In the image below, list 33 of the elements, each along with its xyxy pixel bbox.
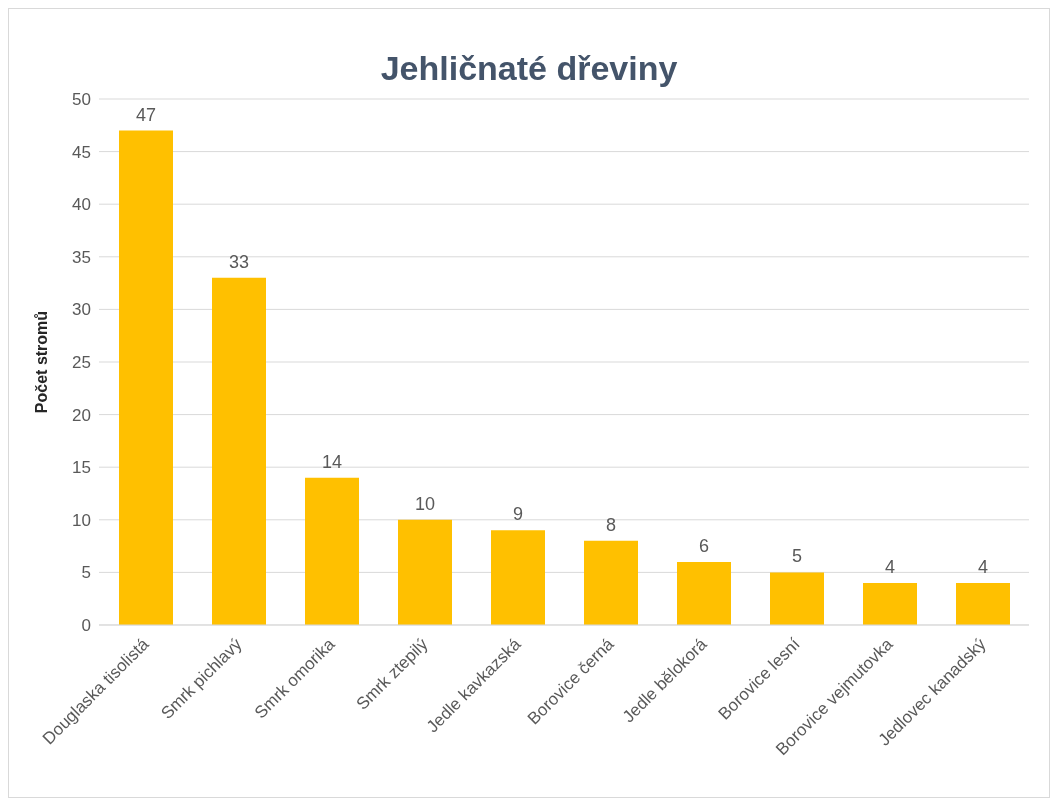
bar — [584, 540, 638, 625]
data-label: 33 — [228, 251, 250, 272]
bar — [863, 582, 917, 625]
y-tick-label: 40 — [72, 195, 91, 215]
y-tick-label: 15 — [72, 458, 91, 478]
data-label: 6 — [698, 535, 710, 556]
data-label: 4 — [884, 556, 896, 577]
bar — [770, 572, 824, 625]
bar — [212, 277, 266, 625]
y-tick-label: 0 — [81, 616, 91, 636]
y-tick-label: 10 — [72, 510, 91, 530]
y-tick-label: 25 — [72, 353, 91, 373]
bar — [398, 519, 452, 625]
data-label: 10 — [414, 493, 436, 514]
bar — [305, 477, 359, 625]
y-tick-label: 35 — [72, 247, 91, 267]
y-tick-label: 45 — [72, 142, 91, 162]
y-tick-label: 20 — [72, 405, 91, 425]
bar — [677, 561, 731, 625]
bar — [491, 530, 545, 625]
data-label: 9 — [512, 504, 524, 525]
y-tick-label: 50 — [72, 90, 91, 110]
chart-title: Jehličnaté dřeviny — [379, 49, 679, 88]
y-tick-label: 5 — [81, 563, 91, 583]
y-axis-title: Počet stromů — [32, 310, 50, 414]
bar — [956, 582, 1010, 625]
y-tick-label: 30 — [72, 300, 91, 320]
bar — [119, 130, 173, 625]
data-label: 14 — [321, 451, 343, 472]
data-label: 47 — [135, 104, 157, 125]
data-label: 5 — [791, 546, 803, 567]
data-label: 4 — [977, 556, 989, 577]
data-label: 8 — [605, 514, 617, 535]
